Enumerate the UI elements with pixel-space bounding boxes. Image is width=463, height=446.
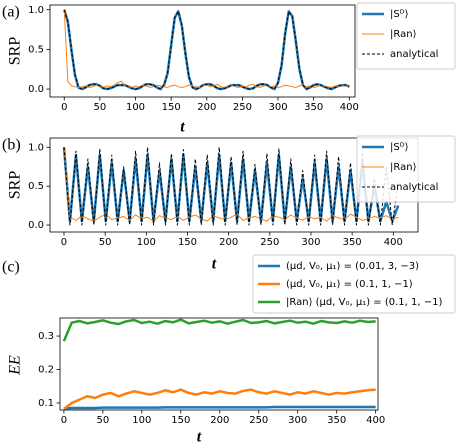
legend-label: analytical <box>390 182 438 193</box>
x-tick-label: 250 <box>260 237 279 248</box>
x-tick-label: 50 <box>99 237 112 248</box>
legend-label: (μd, V₀, μ₁) = (0.01, 3, −3) <box>286 261 419 272</box>
y-tick-label: 0.1 <box>38 398 54 409</box>
panel: (a) t SRP 0 50 100 150 200 250 300 350 400 0.0 0.5 1.0… <box>2 2 456 136</box>
legend-label: |Ran⟩ <box>390 162 417 173</box>
x-tick-label: 150 <box>178 237 197 248</box>
series-line <box>63 405 376 410</box>
x-tick-label: 400 <box>366 415 385 426</box>
x-tick-label: 350 <box>304 102 323 113</box>
x-tick-label: 100 <box>132 415 151 426</box>
series-line <box>62 318 376 342</box>
legend-label: |Ran⟩ (μd, V₀, μ₁) = (0.1, 1, −1) <box>286 297 442 308</box>
x-tick-label: 250 <box>233 102 252 113</box>
legend-label: |Sᴰ⟩ <box>390 142 409 153</box>
series-line <box>63 9 350 88</box>
x-tick-label: 300 <box>301 237 320 248</box>
x-axis-label: t <box>180 119 185 136</box>
y-axis-label: SRP <box>7 37 24 66</box>
x-tick-label: 100 <box>126 102 145 113</box>
x-tick-label: 300 <box>268 102 287 113</box>
panel: (c) t EE 0 50 100 150 200 250 300 350 400 0.1 0.2 0.3 (… <box>2 254 456 446</box>
x-axis-label: t <box>212 256 217 273</box>
x-tick-label: 350 <box>327 415 346 426</box>
legend-label: analytical <box>390 49 438 60</box>
x-axis-label: t <box>197 429 202 446</box>
legend-label: |Ran⟩ <box>390 29 417 40</box>
x-tick-label: 400 <box>340 102 359 113</box>
x-tick-label: 250 <box>249 415 268 426</box>
x-tick-label: 0 <box>61 102 67 113</box>
panel-label: (b) <box>2 137 21 154</box>
series-line <box>63 9 350 90</box>
x-tick-label: 400 <box>384 237 403 248</box>
panel: (b) t SRP 0 50 100 150 200 250 300 350 400 0.0 0.5 1.0… <box>2 135 456 273</box>
y-tick-label: 0.5 <box>28 44 44 55</box>
x-tick-label: 200 <box>197 102 216 113</box>
x-tick-label: 150 <box>171 415 190 426</box>
panel-label: (c) <box>2 259 20 276</box>
x-tick-label: 150 <box>162 102 181 113</box>
axes-frame <box>59 317 379 411</box>
x-tick-label: 50 <box>97 415 110 426</box>
y-tick-label: 0.2 <box>38 365 54 376</box>
x-tick-label: 350 <box>343 237 362 248</box>
panel-label: (a) <box>2 4 20 21</box>
series-line <box>63 147 399 222</box>
y-axis-label: SRP <box>7 171 24 200</box>
x-tick-label: 0 <box>61 237 67 248</box>
x-tick-label: 300 <box>288 415 307 426</box>
legend-box <box>252 254 456 314</box>
legend-box <box>356 135 456 203</box>
y-tick-label: 0.3 <box>38 331 54 342</box>
x-tick-label: 200 <box>210 415 229 426</box>
y-tick-label: 0.0 <box>28 220 44 231</box>
series-line <box>63 388 376 410</box>
y-tick-label: 0.5 <box>28 181 44 192</box>
y-tick-label: 0.0 <box>28 84 44 95</box>
legend-box <box>356 2 456 70</box>
y-tick-label: 1.0 <box>28 5 44 16</box>
x-tick-label: 0 <box>61 415 67 426</box>
x-tick-label: 100 <box>137 237 156 248</box>
y-axis-label: EE <box>7 355 24 376</box>
legend-label: (μd, V₀, μ₁) = (0.1, 1, −1) <box>286 279 413 290</box>
series-line <box>63 9 350 91</box>
y-tick-label: 1.0 <box>28 142 44 153</box>
x-tick-label: 200 <box>219 237 238 248</box>
series-line <box>63 146 399 226</box>
x-tick-label: 50 <box>94 102 107 113</box>
legend-label: |Sᴰ⟩ <box>390 9 409 20</box>
axes-frame <box>49 4 356 98</box>
